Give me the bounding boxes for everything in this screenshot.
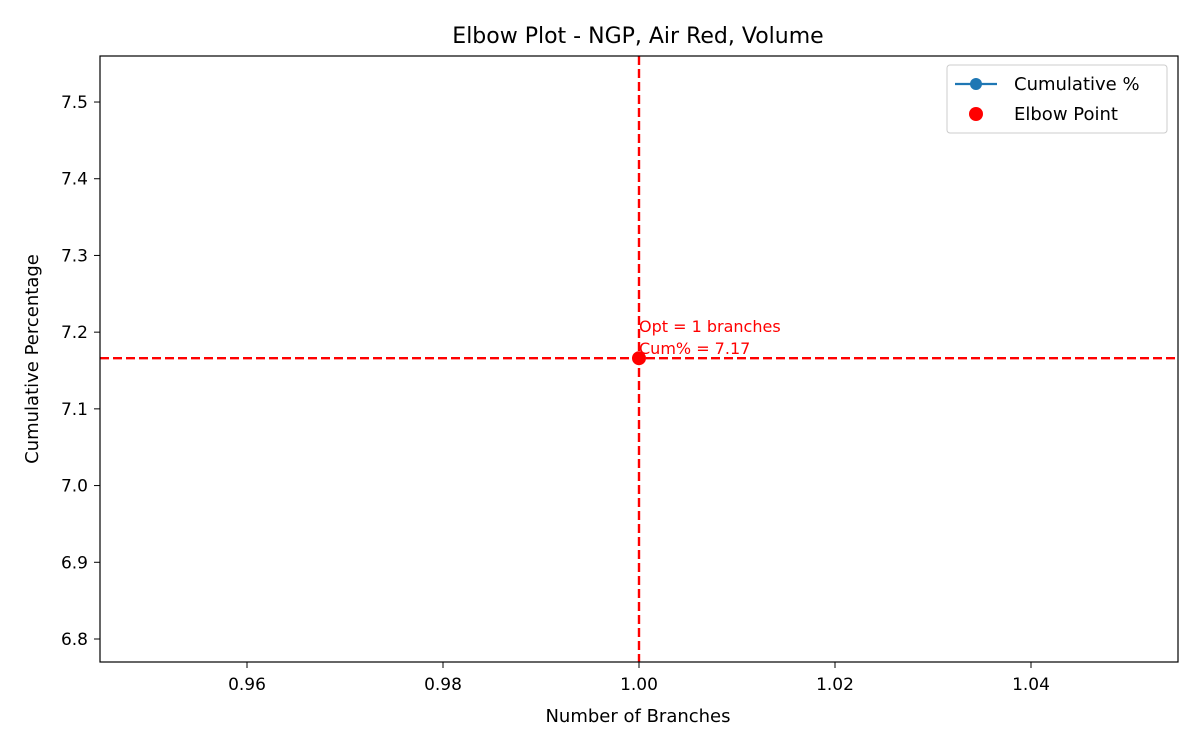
legend: Cumulative % Elbow Point	[946, 64, 1168, 134]
legend-label-elbow: Elbow Point	[1014, 104, 1118, 125]
y-tick-label: 6.9	[61, 553, 88, 573]
legend-box	[946, 64, 1168, 134]
legend-line-marker	[970, 78, 982, 90]
y-tick-label: 7.2	[61, 323, 88, 343]
elbow-point	[632, 351, 646, 366]
plot-area: Opt = 1 branches Cum% = 7.17	[100, 56, 1178, 662]
x-axis-label: Number of Branches	[545, 706, 730, 727]
x-tick-label: 1.02	[816, 675, 854, 695]
elbow-annotation-line: Cum% = 7.17	[639, 339, 750, 358]
y-tick-label: 7.4	[61, 170, 88, 190]
y-tick-label: 7.1	[61, 400, 88, 420]
x-tick-label: 1.04	[1012, 675, 1050, 695]
y-tick-label: 6.8	[61, 630, 88, 650]
y-tick-label: 7.0	[61, 477, 88, 497]
x-tick-label: 0.96	[228, 675, 266, 695]
legend-scatter-marker	[969, 107, 983, 121]
x-tick-label: 0.98	[424, 675, 462, 695]
y-tick-label: 7.3	[61, 246, 88, 266]
x-tick-label: 1.00	[620, 675, 658, 695]
y-axis-label: Cumulative Percentage	[22, 254, 43, 464]
y-tick-label: 7.5	[61, 93, 88, 113]
chart-title: Elbow Plot - NGP, Air Red, Volume	[452, 24, 823, 49]
elbow-annotation-line: Opt = 1 branches	[639, 317, 781, 336]
legend-label-cumulative: Cumulative %	[1014, 74, 1140, 95]
axis-ticks: 0.96 0.98 1.00 1.02 1.04 6.8 6.9 7.0 7.1 7.2 7.3 7.…	[61, 93, 1050, 695]
